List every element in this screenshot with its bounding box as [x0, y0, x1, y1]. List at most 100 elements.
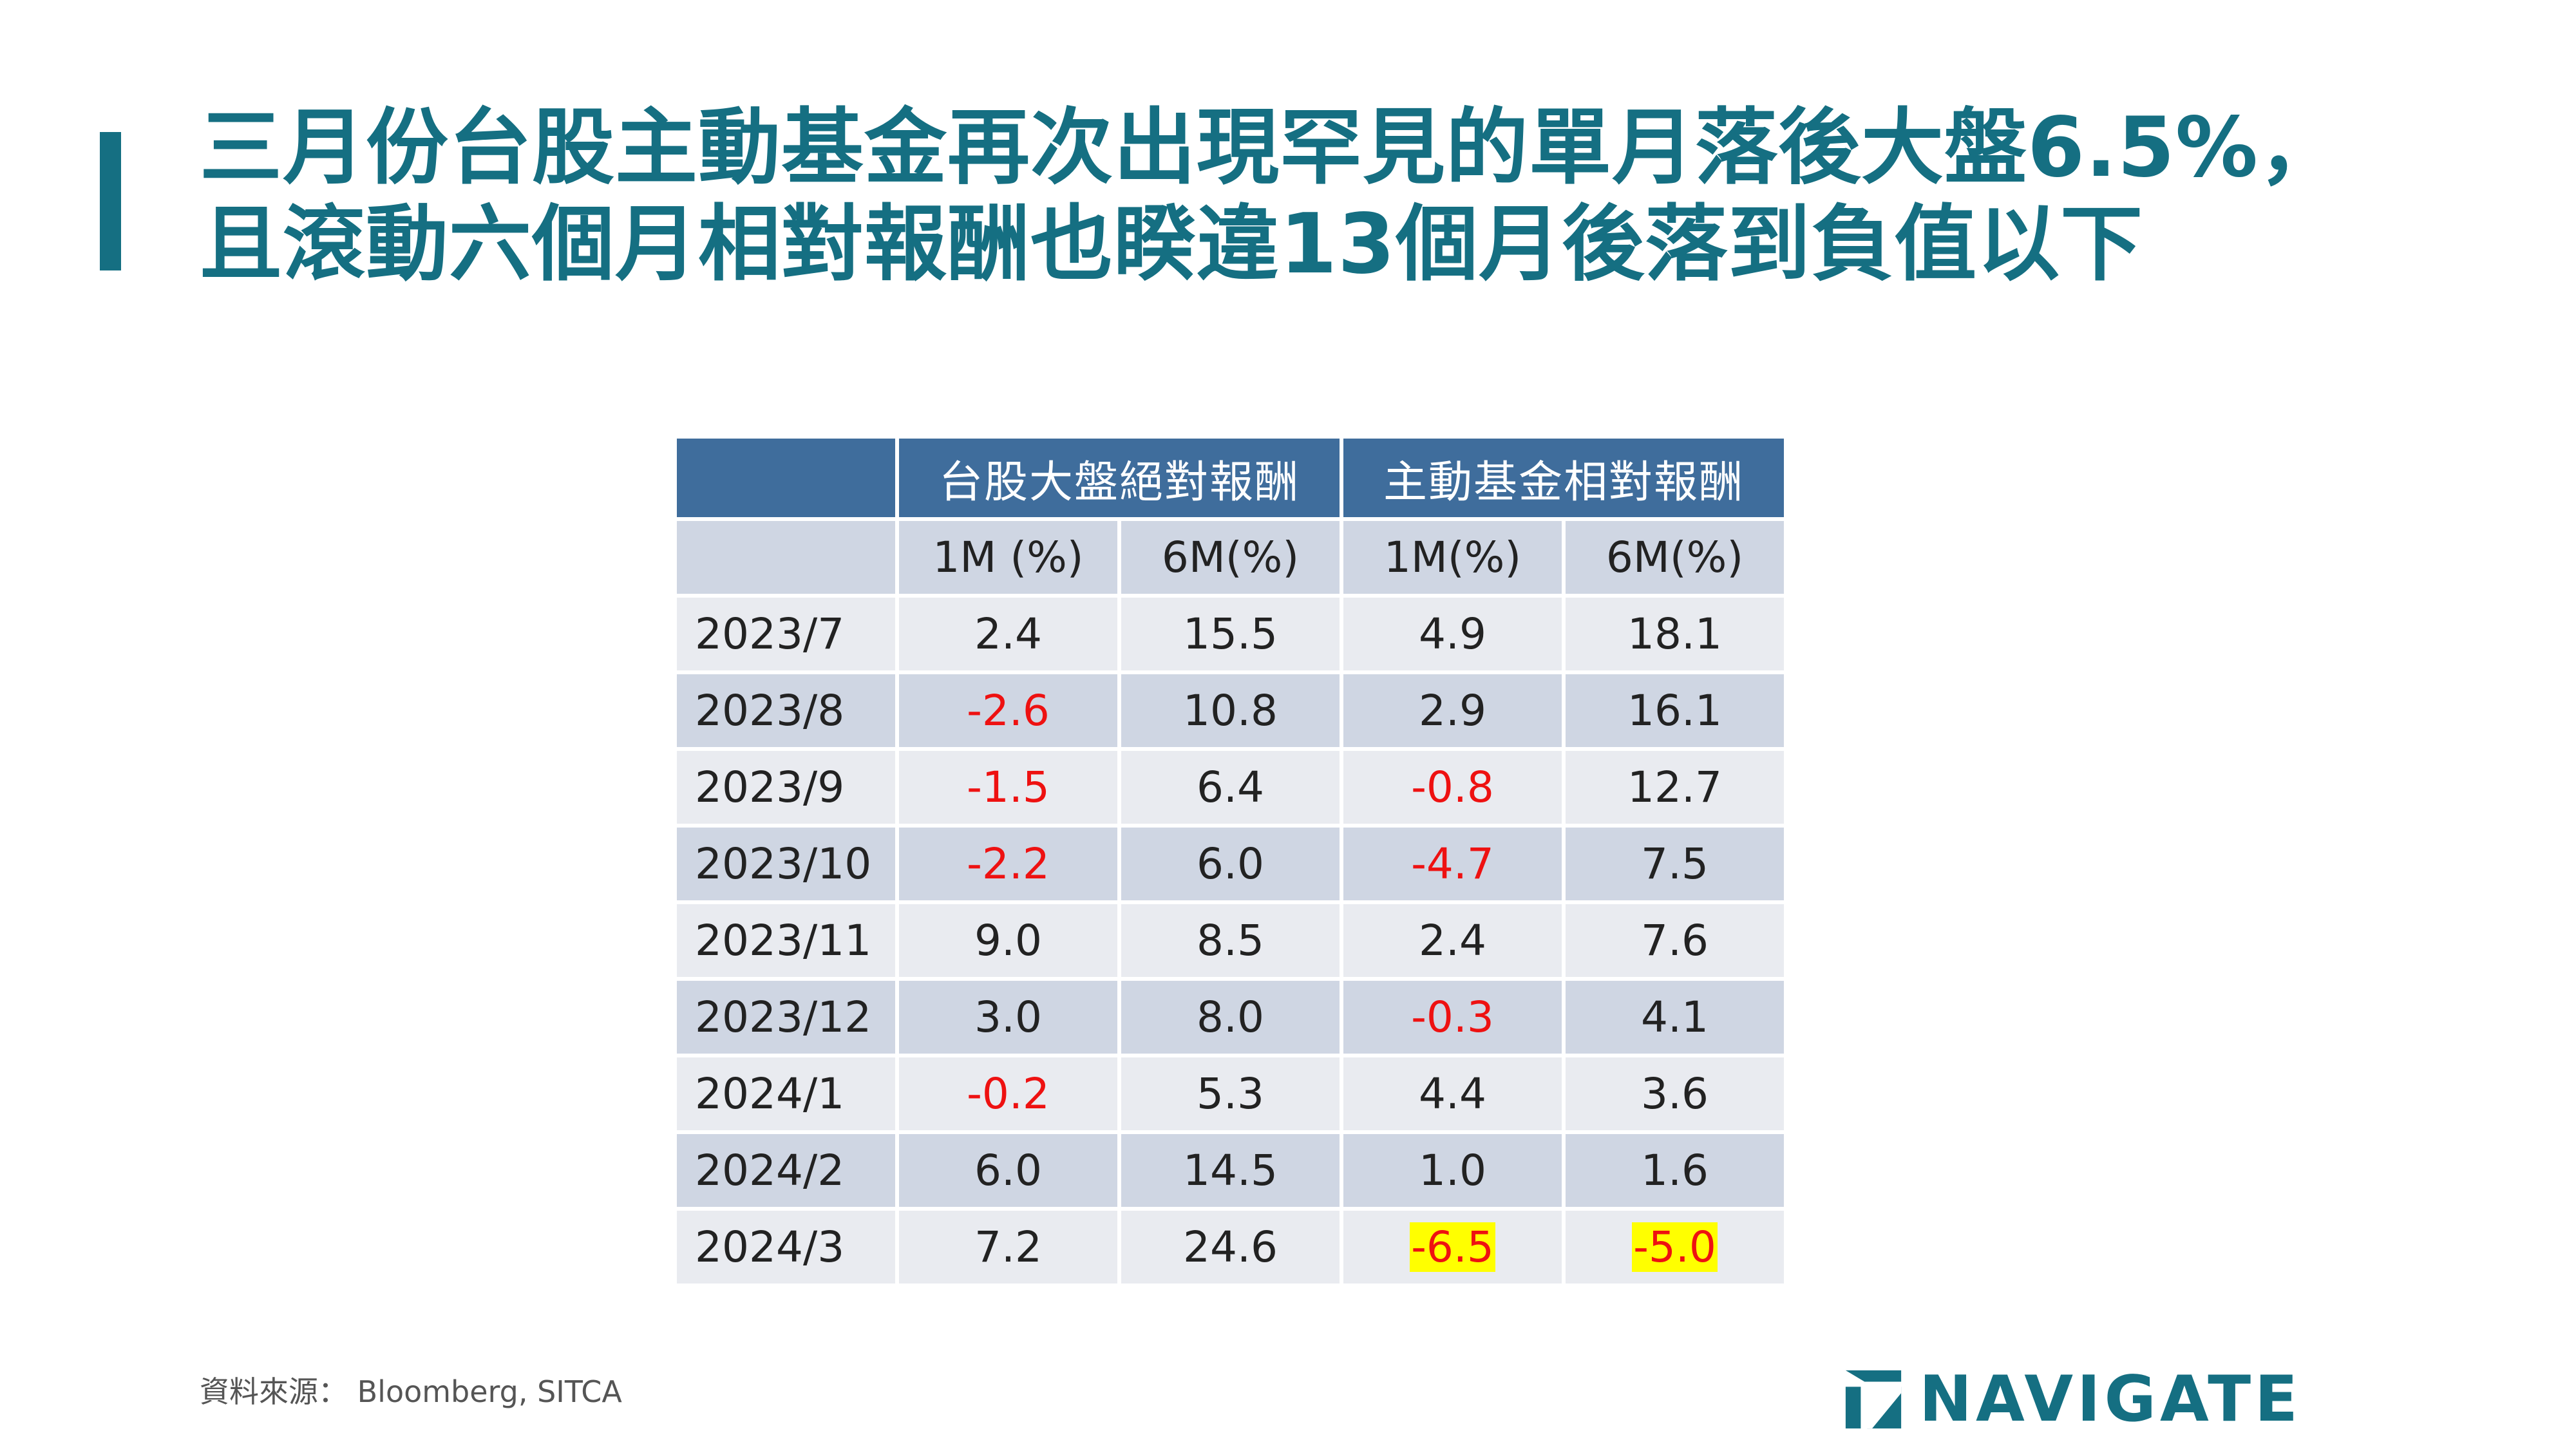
table-row: 2023/7 2.4 15.5 4.9 18.1	[673, 594, 1788, 674]
value-cell: 10.8	[1117, 670, 1343, 751]
value-cell: 4.4	[1340, 1054, 1566, 1134]
value-cell: 3.6	[1562, 1054, 1788, 1134]
value-cell: 18.1	[1562, 594, 1788, 674]
table-row: 2024/1 -0.2 5.3 4.4 3.6	[673, 1054, 1788, 1134]
value-text: -2.2	[967, 839, 1050, 889]
value-text: 7.2	[974, 1222, 1042, 1272]
sub-header-fund-1m: 1M(%)	[1340, 517, 1566, 598]
page-title: 三月份台股主動基金再次出現罕見的單月落後大盤6.5%， 且滾動六個月相對報酬也睽…	[200, 100, 2454, 293]
row-date: 2023/11	[673, 900, 899, 981]
value-text: 5.3	[1197, 1069, 1264, 1119]
value-cell: -0.3	[1340, 977, 1566, 1057]
value-text: -0.2	[967, 1069, 1050, 1119]
row-date: 2023/9	[673, 747, 899, 828]
value-cell: 2.9	[1340, 670, 1566, 751]
value-text: 15.5	[1183, 609, 1278, 659]
sub-header-market-6m: 6M(%)	[1117, 517, 1343, 598]
returns-table: 台股大盤絕對報酬 主動基金相對報酬 1M (%) 6M(%) 1M(%) 6M(…	[673, 435, 1788, 1287]
value-text: 18.1	[1627, 609, 1722, 659]
group-header-empty	[673, 435, 899, 521]
value-text: 2.4	[974, 609, 1042, 659]
table-row: 2024/2 6.0 14.5 1.0 1.6	[673, 1130, 1788, 1211]
value-text: 8.5	[1197, 916, 1264, 965]
value-text: 2.4	[1419, 916, 1486, 965]
value-text: 14.5	[1183, 1146, 1278, 1195]
value-cell: 6.4	[1117, 747, 1343, 828]
value-cell: 14.5	[1117, 1130, 1343, 1211]
value-cell: 7.5	[1562, 824, 1788, 904]
table-row: 2024/3 7.2 24.6 -6.5 -5.0	[673, 1207, 1788, 1287]
value-cell: -1.5	[895, 747, 1121, 828]
value-text: 8.0	[1197, 992, 1264, 1042]
value-cell: -5.0	[1562, 1207, 1788, 1287]
value-text: 3.0	[974, 992, 1042, 1042]
value-cell: -6.5	[1340, 1207, 1566, 1287]
group-header-market: 台股大盤絕對報酬	[895, 435, 1343, 521]
sub-header-market-1m: 1M (%)	[895, 517, 1121, 598]
value-text: -4.7	[1411, 839, 1494, 889]
value-text: 7.5	[1641, 839, 1709, 889]
sub-header-fund-6m: 6M(%)	[1562, 517, 1788, 598]
value-text: -5.0	[1632, 1222, 1718, 1272]
logo-text: NAVIGATE	[1919, 1363, 2302, 1436]
value-cell: 1.6	[1562, 1130, 1788, 1211]
value-cell: 12.7	[1562, 747, 1788, 828]
value-text: 4.4	[1419, 1069, 1486, 1119]
value-cell: 4.1	[1562, 977, 1788, 1057]
value-text: 1.6	[1641, 1146, 1709, 1195]
row-date: 2024/2	[673, 1130, 899, 1211]
row-date: 2023/10	[673, 824, 899, 904]
value-text: 24.6	[1183, 1222, 1278, 1272]
value-cell: 6.0	[1117, 824, 1343, 904]
value-cell: 8.5	[1117, 900, 1343, 981]
value-text: -6.5	[1410, 1222, 1495, 1272]
value-text: 12.7	[1627, 762, 1722, 812]
value-cell: 4.9	[1340, 594, 1566, 674]
value-text: 2.9	[1419, 686, 1486, 735]
value-cell: -0.2	[895, 1054, 1121, 1134]
title-line-2: 且滾動六個月相對報酬也睽違13個月後落到負值以下	[200, 196, 2144, 292]
value-text: 10.8	[1183, 686, 1278, 735]
table-row: 2023/9 -1.5 6.4 -0.8 12.7	[673, 747, 1788, 828]
source-note: 資料來源： Bloomberg, SITCA	[200, 1374, 622, 1409]
title-line-1: 三月份台股主動基金再次出現罕見的單月落後大盤6.5%，	[200, 100, 2342, 196]
value-text: 4.9	[1419, 609, 1486, 659]
table-row: 2023/10 -2.2 6.0 -4.7 7.5	[673, 824, 1788, 904]
value-cell: 16.1	[1562, 670, 1788, 751]
value-cell: 5.3	[1117, 1054, 1343, 1134]
value-cell: 7.2	[895, 1207, 1121, 1287]
value-text: -0.8	[1411, 762, 1494, 812]
group-header-row: 台股大盤絕對報酬 主動基金相對報酬	[673, 435, 1788, 521]
value-cell: -4.7	[1340, 824, 1566, 904]
navigate-logo-icon	[1845, 1370, 1902, 1429]
table-body: 2023/7 2.4 15.5 4.9 18.1 2023/8 -2.6 10.8 2.9 16.…	[673, 594, 1788, 1287]
value-cell: 6.0	[895, 1130, 1121, 1211]
value-text: 1.0	[1419, 1146, 1486, 1195]
sub-header-row: 1M (%) 6M(%) 1M(%) 6M(%)	[673, 517, 1788, 598]
value-cell: 3.0	[895, 977, 1121, 1057]
row-date: 2023/7	[673, 594, 899, 674]
value-cell: -0.8	[1340, 747, 1566, 828]
value-cell: 7.6	[1562, 900, 1788, 981]
value-cell: 24.6	[1117, 1207, 1343, 1287]
value-text: 6.0	[1197, 839, 1264, 889]
row-date: 2024/3	[673, 1207, 899, 1287]
value-text: 3.6	[1641, 1069, 1709, 1119]
table-row: 2023/12 3.0 8.0 -0.3 4.1	[673, 977, 1788, 1057]
value-text: -1.5	[967, 762, 1050, 812]
value-text: 6.0	[974, 1146, 1042, 1195]
value-text: 9.0	[974, 916, 1042, 965]
value-cell: -2.6	[895, 670, 1121, 751]
value-cell: -2.2	[895, 824, 1121, 904]
value-text: -0.3	[1411, 992, 1494, 1042]
value-text: 6.4	[1197, 762, 1264, 812]
value-text: -2.6	[967, 686, 1050, 735]
value-text: 7.6	[1641, 916, 1709, 965]
value-cell: 2.4	[895, 594, 1121, 674]
value-text: 4.1	[1641, 992, 1709, 1042]
value-cell: 15.5	[1117, 594, 1343, 674]
row-date: 2024/1	[673, 1054, 899, 1134]
value-cell: 1.0	[1340, 1130, 1566, 1211]
value-cell: 9.0	[895, 900, 1121, 981]
value-cell: 8.0	[1117, 977, 1343, 1057]
